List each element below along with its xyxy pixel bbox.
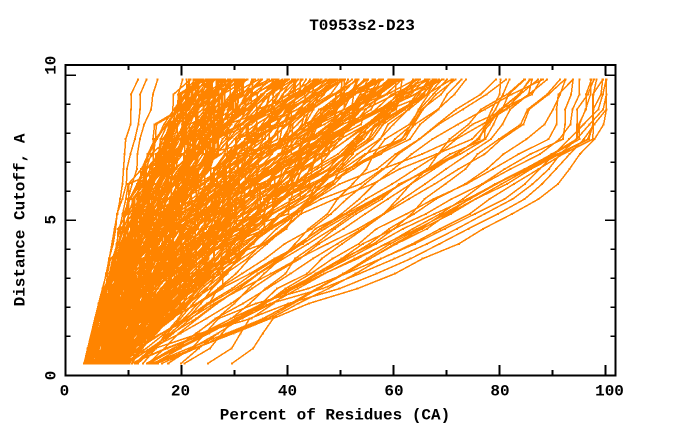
svg-text:Percent of Residues (CA): Percent of Residues (CA) xyxy=(220,407,450,425)
svg-text:0: 0 xyxy=(43,371,61,381)
svg-text:40: 40 xyxy=(278,383,297,401)
svg-text:5: 5 xyxy=(43,215,61,225)
svg-text:20: 20 xyxy=(171,383,190,401)
svg-text:60: 60 xyxy=(384,383,403,401)
svg-text:Distance Cutoff, A: Distance Cutoff, A xyxy=(12,133,30,306)
svg-text:T0953s2-D23: T0953s2-D23 xyxy=(309,17,415,35)
svg-text:0: 0 xyxy=(60,383,70,401)
svg-text:100: 100 xyxy=(595,383,624,401)
svg-text:80: 80 xyxy=(490,383,509,401)
svg-text:10: 10 xyxy=(43,56,61,75)
